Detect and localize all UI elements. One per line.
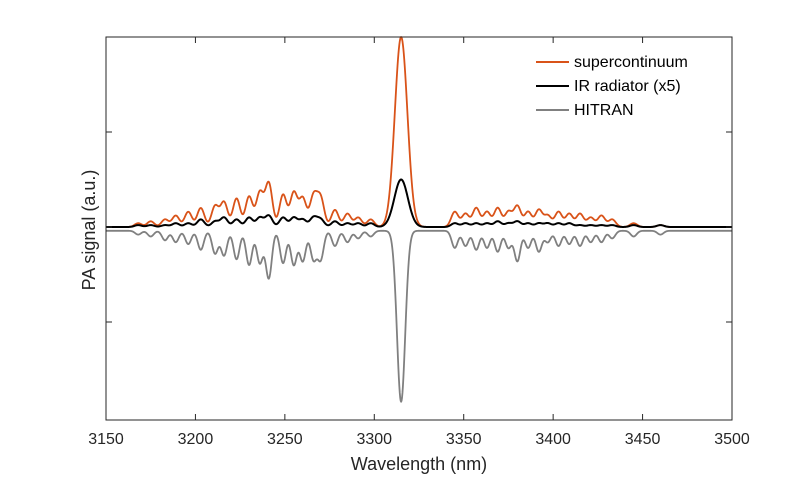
legend-label-hitran: HITRAN [574, 102, 634, 119]
x-tick-label: 3400 [535, 431, 571, 448]
legend-label-supercontinuum: supercontinuum [574, 54, 688, 71]
x-axis-ticks: 3150 3200 3250 3300 3350 3400 3450 3500 [88, 37, 750, 448]
x-tick-label: 3500 [714, 431, 750, 448]
y-axis-ticks [106, 131, 732, 323]
x-tick-label: 3300 [356, 431, 392, 448]
series-line-hitran [105, 229, 733, 403]
axes-box [105, 36, 733, 421]
plot-area [106, 37, 732, 420]
x-axis-label: Wavelength (nm) [351, 454, 487, 474]
x-tick-label: 3450 [625, 431, 661, 448]
series-line-ir-radiator [105, 178, 733, 228]
x-tick-label: 3200 [178, 431, 214, 448]
legend-label-ir-radiator: IR radiator (x5) [574, 78, 681, 95]
legend: supercontinuum IR radiator (x5) HITRAN [536, 54, 688, 119]
series-layer [105, 36, 733, 403]
x-tick-label: 3150 [88, 431, 124, 448]
x-tick-label: 3350 [446, 431, 482, 448]
y-axis-label: PA signal (a.u.) [79, 170, 99, 291]
x-tick-label: 3250 [267, 431, 303, 448]
